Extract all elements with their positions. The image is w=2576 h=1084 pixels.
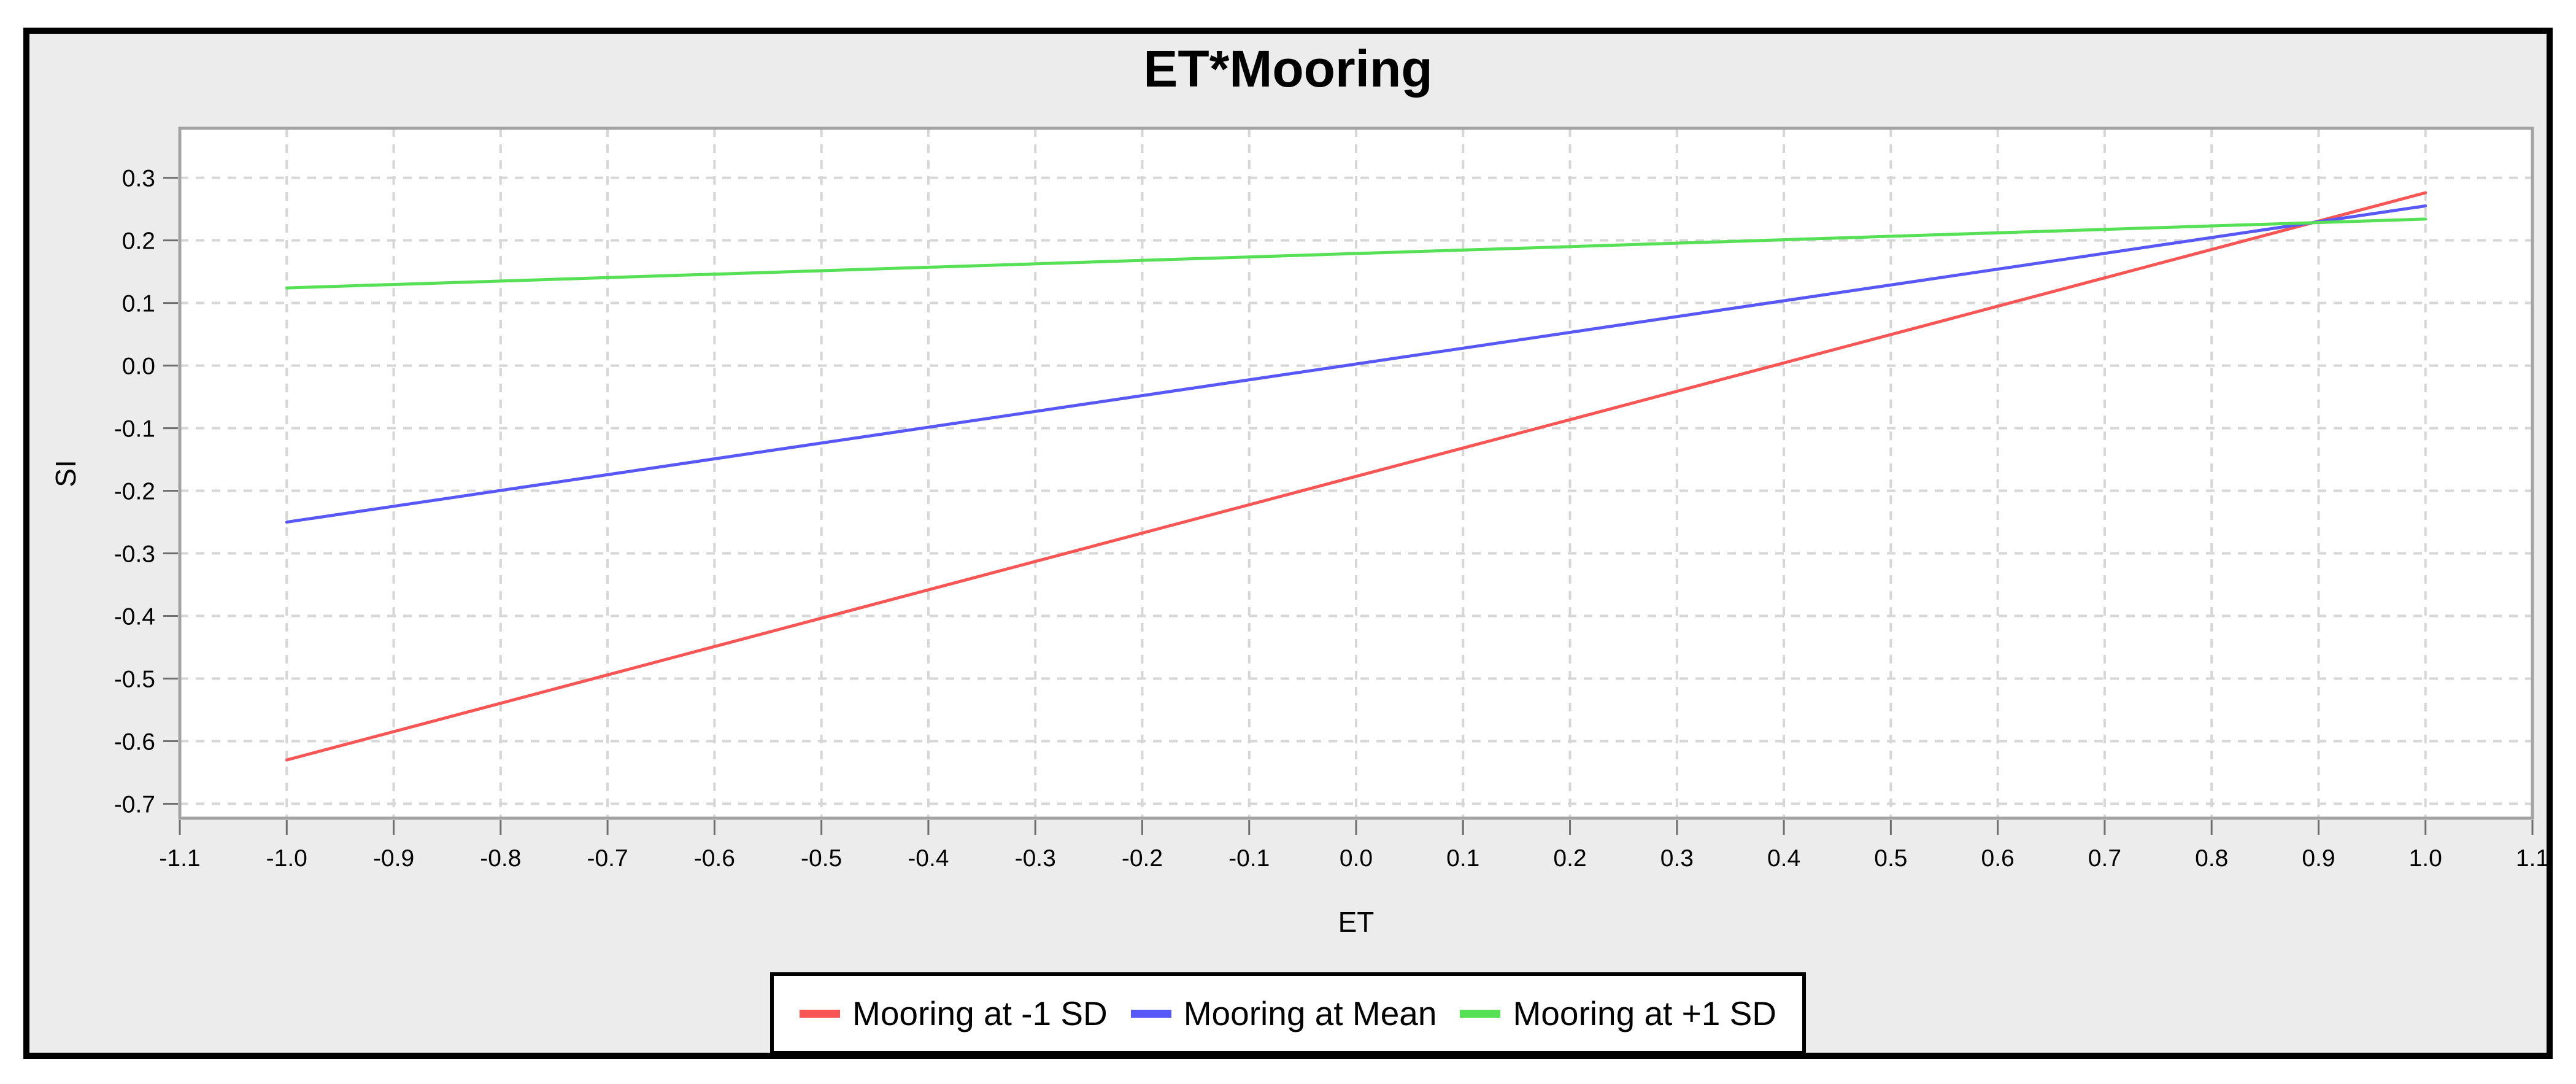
- x-tick-label: -0.2: [1122, 845, 1163, 872]
- y-tick-label: -0.5: [114, 667, 155, 693]
- x-tick-label: -0.5: [801, 845, 842, 872]
- y-tick-label: -0.1: [114, 416, 155, 443]
- legend: Mooring at -1 SD Mooring at Mean Mooring a…: [770, 972, 1806, 1055]
- legend-label: Mooring at Mean: [1183, 994, 1437, 1032]
- x-tick-label: -0.7: [587, 845, 628, 872]
- x-tick-label: -1.0: [266, 845, 307, 872]
- y-tick-label: 0.1: [122, 291, 155, 317]
- legend-swatch: [800, 1009, 841, 1018]
- x-tick-label: -0.3: [1015, 845, 1056, 872]
- x-tick-label: -0.8: [480, 845, 521, 872]
- chart-title: ET*Mooring: [1143, 40, 1433, 98]
- x-tick-label: -1.1: [159, 845, 200, 872]
- plot-border: [178, 126, 2534, 820]
- x-tick-label: 0.4: [1767, 845, 1800, 872]
- x-tick-label: 1.0: [2409, 845, 2442, 872]
- x-tick-label: 0.1: [1446, 845, 1479, 872]
- legend-swatch: [1460, 1009, 1501, 1018]
- x-tick-label: 0.6: [1981, 845, 2015, 872]
- y-tick-label: 0.3: [122, 166, 155, 192]
- x-tick-label: 0.2: [1553, 845, 1586, 872]
- x-tick-label: 0.8: [2195, 845, 2228, 872]
- legend-label: Mooring at -1 SD: [852, 994, 1108, 1032]
- x-tick-label: 0.3: [1660, 845, 1694, 872]
- series-line: [285, 204, 2428, 524]
- y-axis-label: SI: [50, 459, 82, 487]
- legend-label: Mooring at +1 SD: [1513, 994, 1776, 1032]
- series-line: [285, 191, 2428, 762]
- legend-item: Mooring at Mean: [1130, 994, 1437, 1033]
- x-tick-label: 1.1: [2516, 845, 2549, 872]
- y-tick-label: -0.6: [114, 729, 155, 756]
- x-tick-label: 0.9: [2302, 845, 2335, 872]
- y-tick-label: -0.3: [114, 541, 155, 568]
- x-tick-label: 0.5: [1874, 845, 1907, 872]
- y-tick-label: -0.7: [114, 792, 155, 818]
- x-tick-label: 0.0: [1340, 845, 1373, 872]
- x-tick-label: -0.1: [1228, 845, 1270, 872]
- x-tick-label: -0.6: [694, 845, 735, 872]
- y-tick-label: 0.2: [122, 228, 155, 255]
- legend-item: Mooring at +1 SD: [1460, 994, 1776, 1033]
- y-tick-label: -0.4: [114, 604, 155, 630]
- legend-item: Mooring at -1 SD: [800, 994, 1108, 1033]
- y-tick-label: 0.0: [122, 354, 155, 380]
- y-tick-label: -0.2: [114, 479, 155, 505]
- series-line: [285, 217, 2428, 290]
- legend-swatch: [1130, 1009, 1171, 1018]
- x-tick-label: -0.4: [908, 845, 949, 872]
- x-tick-label: 0.7: [2088, 845, 2121, 872]
- x-tick-label: -0.9: [373, 845, 414, 872]
- x-axis-label: ET: [1338, 906, 1375, 938]
